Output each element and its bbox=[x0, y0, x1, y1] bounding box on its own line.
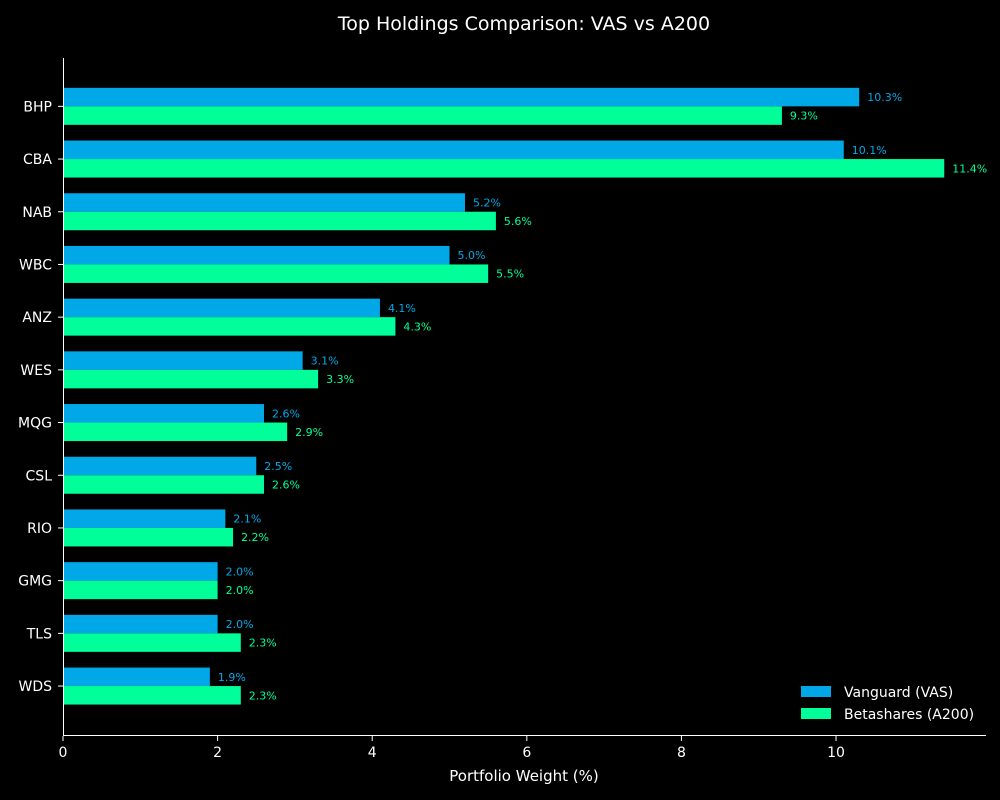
bar-wes-vas bbox=[63, 351, 303, 370]
data-label-rio-a200: 2.2% bbox=[241, 531, 269, 544]
data-label-mqg-vas: 2.6% bbox=[272, 407, 300, 420]
bar-tls-vas bbox=[63, 614, 218, 634]
y-tick-label-wbc: WBC bbox=[19, 257, 52, 273]
data-label-csl-vas: 2.5% bbox=[264, 460, 292, 473]
data-label-mqg-a200: 2.9% bbox=[295, 426, 323, 439]
data-label-wds-vas: 1.9% bbox=[218, 671, 246, 684]
legend-label-vas: Vanguard (VAS) bbox=[844, 685, 953, 701]
bar-mqg-a200 bbox=[63, 422, 288, 442]
bar-nab-a200 bbox=[63, 211, 496, 231]
bar-wds-a200 bbox=[63, 686, 241, 705]
x-axis-ticks: 0 2 4 6 8 10 bbox=[59, 736, 845, 761]
bar-csl-vas bbox=[63, 456, 257, 476]
y-tick-label-anz: ANZ bbox=[22, 310, 52, 326]
y-tick-label-csl: CSL bbox=[26, 468, 53, 484]
bar-wbc-a200 bbox=[63, 264, 489, 283]
data-label-bhp-a200: 9.3% bbox=[790, 110, 818, 123]
data-label-gmg-a200: 2.0% bbox=[226, 584, 254, 597]
bar-csl-a200 bbox=[63, 475, 264, 494]
y-tick-label-tls: TLS bbox=[26, 626, 52, 642]
data-label-wes-vas: 3.1% bbox=[311, 355, 339, 368]
chart-title: Top Holdings Comparison: VAS vs A200 bbox=[337, 13, 710, 35]
data-label-bhp-vas: 10.3% bbox=[867, 91, 902, 104]
bar-cba-vas bbox=[63, 140, 844, 160]
data-label-wbc-vas: 5.0% bbox=[458, 249, 486, 262]
x-tick-label-0: 0 bbox=[59, 745, 68, 761]
x-tick-label-2: 2 bbox=[213, 745, 222, 761]
data-labels-layer: 10.3% 9.3% 10.1% 11.4% 5.2%5.6% 5.0% 5.5% 4.1% 4… bbox=[218, 91, 987, 702]
data-label-wds-a200: 2.3% bbox=[249, 689, 277, 702]
y-tick-label-bhp: BHP bbox=[23, 99, 52, 115]
bar-gmg-a200 bbox=[63, 580, 218, 600]
bar-wbc-vas bbox=[63, 245, 450, 265]
bar-tls-a200 bbox=[63, 633, 241, 652]
x-tick-label-10: 10 bbox=[827, 745, 845, 761]
bar-anz-a200 bbox=[63, 317, 396, 336]
y-tick-label-cba: CBA bbox=[23, 152, 52, 168]
bar-wds-vas bbox=[63, 667, 210, 687]
bar-anz-vas bbox=[63, 298, 380, 318]
data-label-gmg-vas: 2.0% bbox=[226, 565, 254, 578]
data-label-rio-vas: 2.1% bbox=[233, 513, 261, 526]
y-tick-label-nab: NAB bbox=[22, 205, 52, 221]
bar-wes-a200 bbox=[63, 369, 319, 389]
y-tick-label-mqg: MQG bbox=[18, 416, 52, 432]
y-tick-label-gmg: GMG bbox=[18, 574, 52, 590]
bar-mqg-vas bbox=[63, 404, 264, 423]
data-label-nab-a200: 5.6% bbox=[504, 215, 532, 228]
bar-cba-a200 bbox=[63, 159, 945, 178]
data-label-csl-a200: 2.6% bbox=[272, 479, 300, 492]
y-tick-label-wes: WES bbox=[20, 363, 52, 379]
bar-nab-vas bbox=[63, 193, 465, 212]
y-tick-label-rio: RIO bbox=[27, 521, 52, 537]
data-label-cba-vas: 10.1% bbox=[852, 144, 887, 157]
legend-swatch-vas bbox=[801, 686, 831, 697]
bar-rio-a200 bbox=[63, 527, 234, 547]
data-label-wbc-a200: 5.5% bbox=[496, 268, 524, 281]
bar-bhp-a200 bbox=[63, 106, 782, 125]
x-tick-label-8: 8 bbox=[677, 745, 686, 761]
data-label-nab-vas: 5.2% bbox=[473, 197, 501, 210]
bar-gmg-vas bbox=[63, 562, 218, 581]
bar-bhp-vas bbox=[63, 87, 860, 107]
data-label-cba-a200: 11.4% bbox=[952, 162, 987, 175]
legend: Vanguard (VAS) Betashares (A200) bbox=[801, 685, 974, 723]
y-tick-label-wds: WDS bbox=[18, 679, 52, 695]
legend-label-a200: Betashares (A200) bbox=[844, 707, 974, 723]
x-tick-label-4: 4 bbox=[368, 745, 377, 761]
bar-rio-vas bbox=[63, 509, 226, 528]
data-label-anz-vas: 4.1% bbox=[388, 302, 416, 315]
x-tick-label-6: 6 bbox=[522, 745, 531, 761]
bars-layer bbox=[63, 87, 945, 705]
legend-swatch-a200 bbox=[801, 708, 831, 719]
data-label-tls-a200: 2.3% bbox=[249, 637, 277, 650]
data-label-anz-a200: 4.3% bbox=[403, 320, 431, 333]
data-label-tls-vas: 2.0% bbox=[226, 618, 254, 631]
y-axis-ticks: BHP CBA NAB WBC ANZ WES MQG CSL RIO GMG TLS WDS bbox=[18, 99, 63, 695]
data-label-wes-a200: 3.3% bbox=[326, 373, 354, 386]
x-axis-label: Portfolio Weight (%) bbox=[449, 767, 598, 785]
